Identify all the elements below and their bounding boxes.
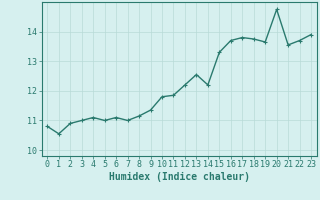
X-axis label: Humidex (Indice chaleur): Humidex (Indice chaleur) — [109, 172, 250, 182]
